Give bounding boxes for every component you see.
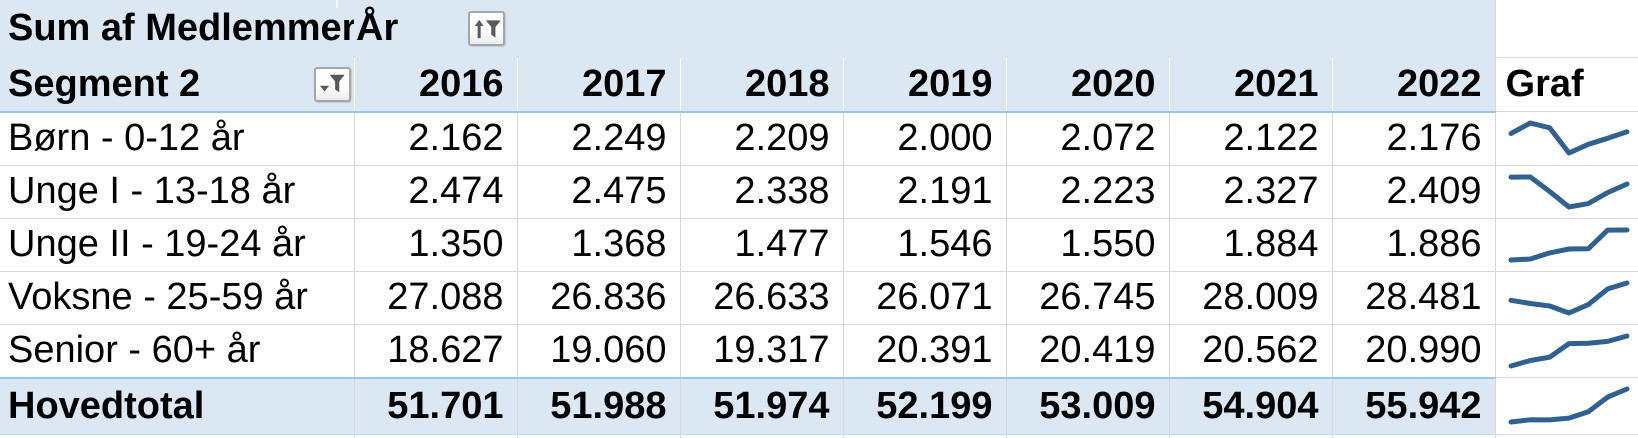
segment-row: Unge I - 13-18 år 2.474 2.475 2.338 2.191 2.2… [0, 165, 1638, 219]
graf-header-cell[interactable]: Graf [1494, 57, 1638, 112]
value-cell[interactable]: 27.088 [353, 271, 517, 325]
value-cell[interactable]: 19.317 [679, 324, 843, 378]
value-cell[interactable]: 2.327 [1168, 165, 1332, 219]
year-filter-button[interactable] [468, 11, 505, 47]
value-cell[interactable]: 1.350 [353, 218, 517, 272]
row-field-label: Segment 2 [8, 62, 201, 105]
total-value-cell[interactable]: 52.199 [842, 376, 1006, 435]
value-cell[interactable]: 1.886 [1331, 218, 1496, 272]
total-value-cell[interactable]: 51.974 [679, 376, 843, 435]
pivot-header-row-2: Segment 2 2016 2017 2018 2019 2020 2021 … [0, 57, 1638, 113]
sparkline-cell[interactable] [1494, 165, 1638, 219]
value-cell[interactable]: 26.071 [842, 271, 1006, 325]
year-header-cell[interactable]: 2022 [1331, 57, 1496, 113]
value-cell[interactable]: 26.633 [679, 271, 843, 325]
total-value-cell[interactable]: 53.009 [1005, 376, 1169, 435]
sparkline [1508, 386, 1630, 425]
gridline-stub [680, 426, 681, 438]
value-cell[interactable]: 1.550 [1005, 218, 1169, 272]
column-field-cell[interactable]: År [354, 0, 517, 58]
gridline-stub [1495, 426, 1496, 438]
segment-row: Unge II - 19-24 år 1.350 1.368 1.477 1.546 1.… [0, 218, 1638, 272]
total-value-cell[interactable]: 51.988 [516, 376, 680, 435]
sparkline-cell[interactable] [1494, 271, 1638, 325]
year-header-cell[interactable]: 2020 [1005, 57, 1169, 113]
gridline-notch [336, 0, 338, 8]
value-cell[interactable]: 20.990 [1331, 324, 1496, 378]
segment-label-cell[interactable]: Unge II - 19-24 år [0, 218, 354, 272]
sparkline-cell[interactable] [1494, 111, 1638, 166]
value-cell[interactable]: 1.884 [1168, 218, 1332, 272]
sparkline [1508, 280, 1630, 315]
sparkline-cell[interactable] [1494, 218, 1638, 272]
value-cell[interactable]: 28.009 [1168, 271, 1332, 325]
value-cell[interactable]: 2.000 [842, 111, 1006, 166]
gridline-stub [1006, 426, 1007, 438]
value-cell[interactable]: 26.745 [1005, 271, 1169, 325]
value-cell[interactable]: 18.627 [353, 324, 517, 378]
segment-label-cell[interactable]: Unge I - 13-18 år [0, 165, 354, 219]
total-value-cell[interactable]: 54.904 [1168, 376, 1332, 435]
year-header-cell[interactable]: 2017 [516, 57, 680, 113]
value-cell[interactable]: 26.836 [516, 271, 680, 325]
value-cell[interactable]: 2.191 [842, 165, 1006, 219]
segment-row: Børn - 0-12 år 2.162 2.249 2.209 2.000 2.072 2… [0, 111, 1638, 166]
sparkline-cell[interactable] [1494, 324, 1638, 378]
value-cell[interactable]: 1.368 [516, 218, 680, 272]
gridline-stub [517, 426, 518, 438]
total-label-cell[interactable]: Hovedtotal [0, 376, 354, 435]
gridline-stub [843, 426, 844, 438]
value-cell[interactable]: 20.419 [1005, 324, 1169, 378]
value-cell[interactable]: 1.546 [842, 218, 1006, 272]
value-cell[interactable]: 2.249 [516, 111, 680, 166]
sparkline [1508, 120, 1630, 156]
value-cell[interactable]: 2.209 [679, 111, 843, 166]
sort-asc-filter-icon [474, 19, 501, 38]
sparkline [1508, 333, 1630, 369]
value-cell[interactable]: 2.475 [516, 165, 680, 219]
value-field-cell[interactable]: Sum af Medlemmer [0, 0, 354, 58]
segment-label-cell[interactable]: Senior - 60+ år [0, 324, 354, 378]
sparkline [1508, 227, 1630, 262]
year-header-cell[interactable]: 2019 [842, 57, 1006, 113]
gridline-stub [1169, 426, 1170, 438]
value-cell[interactable]: 1.477 [679, 218, 843, 272]
value-cell[interactable]: 2.474 [353, 165, 517, 219]
dropdown-filter-icon [319, 74, 345, 93]
pivot-header-row-1: Sum af Medlemmer År [0, 0, 1638, 58]
year-header-cell[interactable]: 2018 [679, 57, 843, 113]
value-cell[interactable]: 2.176 [1331, 111, 1496, 166]
segment-row: Voksne - 25-59 år 27.088 26.836 26.633 26.07… [0, 271, 1638, 325]
year-header-cell[interactable]: 2016 [353, 57, 517, 113]
sparkline [1508, 174, 1630, 209]
gridline-stub [1332, 426, 1333, 438]
value-cell[interactable]: 20.391 [842, 324, 1006, 378]
segment-row: Senior - 60+ år 18.627 19.060 19.317 20.391 2… [0, 324, 1638, 378]
header-filler-cell [517, 0, 1496, 58]
value-cell[interactable]: 2.162 [353, 111, 517, 166]
segment-filter-button[interactable] [313, 66, 351, 102]
grand-total-row: Hovedtotal 51.701 51.988 51.974 52.199 53.009… [0, 376, 1638, 435]
pivot-body: Børn - 0-12 år 2.162 2.249 2.209 2.000 2.072 2… [0, 111, 1638, 435]
value-cell[interactable]: 19.060 [516, 324, 680, 378]
row-field-cell[interactable]: Segment 2 [0, 57, 354, 113]
segment-label-cell[interactable]: Voksne - 25-59 år [0, 271, 354, 325]
graf-header-spacer-cell [1494, 0, 1638, 58]
segment-label-cell[interactable]: Børn - 0-12 år [0, 111, 354, 166]
column-field-label: År [356, 7, 399, 50]
value-cell[interactable]: 2.223 [1005, 165, 1169, 219]
value-cell[interactable]: 2.409 [1331, 165, 1496, 219]
value-cell[interactable]: 20.562 [1168, 324, 1332, 378]
total-value-cell[interactable]: 51.701 [353, 376, 517, 435]
value-cell[interactable]: 2.122 [1168, 111, 1332, 166]
value-cell[interactable]: 28.481 [1331, 271, 1496, 325]
value-cell[interactable]: 2.338 [679, 165, 843, 219]
total-sparkline-cell[interactable] [1494, 377, 1638, 435]
value-cell[interactable]: 2.072 [1005, 111, 1169, 166]
year-header-cell[interactable]: 2021 [1168, 57, 1332, 113]
gridline-stub [354, 426, 355, 438]
total-value-cell[interactable]: 55.942 [1331, 376, 1496, 435]
